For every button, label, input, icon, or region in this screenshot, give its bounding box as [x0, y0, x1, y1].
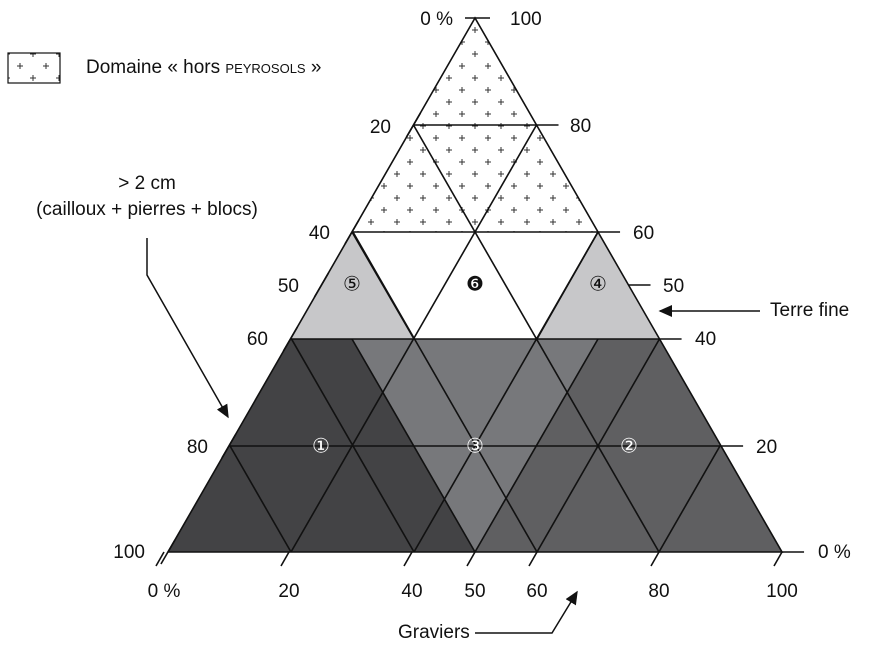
- bottom-axis-label: 20: [278, 581, 299, 602]
- left-tick: [344, 219, 360, 245]
- left-tick: [221, 433, 237, 459]
- legend-term: peyrosols: [225, 57, 306, 78]
- grid-line: [351, 230, 538, 553]
- zone-number: ②: [620, 435, 638, 457]
- left-axis-label: 50: [278, 276, 299, 297]
- bottom-tick: [403, 551, 413, 567]
- zone-4: [537, 232, 659, 339]
- bottom-axis-label: 80: [648, 581, 669, 602]
- right-axis-label: 50: [663, 276, 684, 297]
- gravel-label: Graviers: [398, 622, 470, 643]
- zone-number: ⑤: [343, 273, 361, 295]
- grid-line: [413, 231, 599, 553]
- left-tick: [160, 539, 176, 565]
- right-axis-label: 0 %: [818, 542, 851, 563]
- bottom-axis-label: 40: [401, 581, 422, 602]
- right-axis-label: 100: [510, 9, 542, 30]
- bottom-tick: [155, 551, 165, 567]
- bottom-tick: [280, 551, 290, 567]
- grid-line: [658, 444, 722, 553]
- left-axis-label: 40: [309, 223, 330, 244]
- gravel-arrow: [475, 590, 578, 634]
- bottom-axis-label: 100: [766, 581, 798, 602]
- right-axis-label: 60: [633, 223, 654, 244]
- bottom-axis-label: 50: [464, 581, 485, 602]
- right-axis-label: 80: [570, 116, 591, 137]
- right-axis-label: 40: [695, 329, 716, 350]
- left-tick: [405, 112, 422, 138]
- bottom-tick: [773, 551, 783, 567]
- legend-prefix: Domaine « hors: [86, 57, 225, 78]
- zone-5: [291, 232, 414, 339]
- legend-suffix: »: [306, 57, 322, 78]
- bottom-axis-label: 0 %: [148, 581, 181, 602]
- coarse-label: (cailloux + pierres + blocs): [36, 199, 258, 220]
- zone-number: ③: [466, 435, 484, 457]
- bottom-tick: [528, 551, 538, 567]
- grid: [155, 16, 805, 567]
- left-axis-label: 60: [247, 329, 268, 350]
- left-axis-label: 0 %: [420, 9, 453, 30]
- grid-line: [228, 444, 292, 553]
- legend-label: Domaine « hors peyrosols »: [86, 57, 321, 78]
- coarse-arrow: [146, 238, 229, 419]
- bottom-tick: [650, 551, 660, 567]
- zone-number: ①: [312, 435, 330, 457]
- legend: Domaine « hors peyrosols »: [7, 52, 321, 84]
- left-axis-label: 100: [113, 542, 145, 563]
- grid-line: [290, 337, 415, 553]
- grid-line: [412, 124, 660, 553]
- left-axis-label: 80: [187, 437, 208, 458]
- zone-number: ❻: [466, 273, 484, 295]
- bottom-tick: [466, 551, 476, 567]
- zone-number: ④: [589, 273, 607, 295]
- coarse-label: > 2 cm: [118, 173, 176, 194]
- fine-label: Terre fine: [770, 300, 849, 321]
- legend-swatch: [7, 52, 61, 84]
- left-tick: [282, 326, 299, 352]
- right-axis-label: 20: [756, 437, 777, 458]
- left-axis-label: 20: [370, 117, 391, 138]
- left-tick: [313, 272, 330, 298]
- bottom-axis-label: 60: [526, 581, 547, 602]
